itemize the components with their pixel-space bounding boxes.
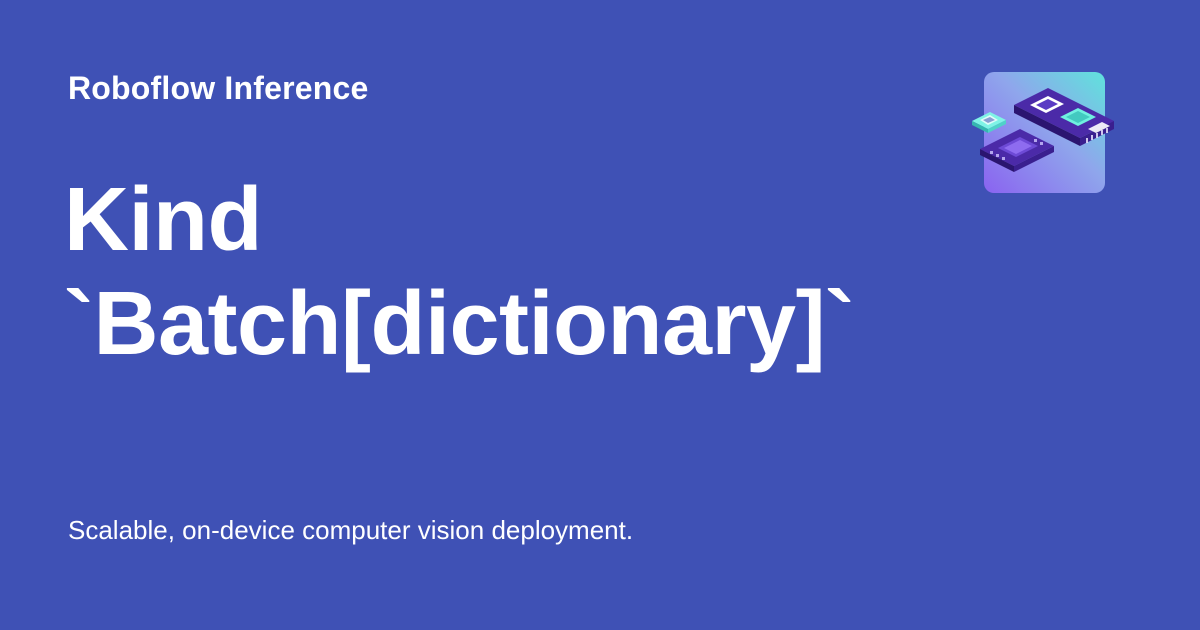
- site-name: Roboflow Inference: [68, 70, 369, 106]
- page-title: Kind `Batch[dictionary]`: [64, 168, 884, 376]
- logo: [972, 72, 1114, 193]
- page-description: Scalable, on-device computer vision depl…: [68, 515, 634, 545]
- page-title-line-1: Kind: [64, 170, 262, 270]
- page-title-line-2: `Batch[dictionary]`: [64, 274, 855, 374]
- hardware-chip-icon: [972, 72, 1114, 193]
